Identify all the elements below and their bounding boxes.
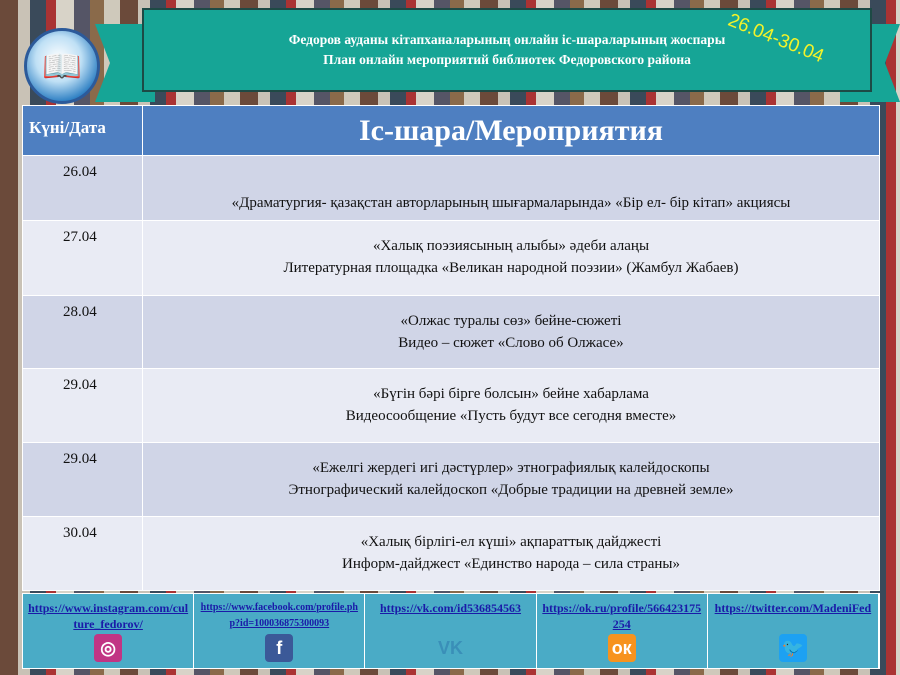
social-link[interactable]: https://twitter.com/MadeniFed bbox=[714, 601, 872, 615]
vk-icon[interactable]: VK bbox=[437, 637, 463, 658]
social-link[interactable]: https://vk.com/id536854563 bbox=[380, 601, 522, 615]
social-link-cell: https://ok.ru/profile/566423175254 ок bbox=[537, 594, 708, 668]
event-russian: Литературная площадка «Великан народной … bbox=[283, 260, 739, 276]
social-link[interactable]: https://www.facebook.com/profile.php?id=… bbox=[200, 602, 358, 629]
row-event: «Халық поэзиясының алыбы» әдеби алаңы Лит… bbox=[142, 220, 880, 296]
table-row: 28.04 «Олжас туралы сөз» бейне-сюжеті Виде… bbox=[22, 295, 880, 369]
row-event: «Халық бірлігі-ел күші» ақпараттық дайдж… bbox=[142, 516, 880, 591]
table-row: 26.04 «Драматургия- қазақстан авторларыны… bbox=[22, 155, 880, 221]
event-russian: Видео – сюжет «Слово об Олжасе» bbox=[398, 335, 624, 351]
social-link-cell: https://vk.com/id536854563 VK bbox=[365, 594, 537, 668]
row-date: 29.04 bbox=[22, 442, 143, 517]
events-table: Күні/Дата Іс-шара/Мероприятия 26.04 «Драм… bbox=[22, 105, 880, 591]
table-row: 29.04 «Бүгін бәрі бірге болсын» бейне хаб… bbox=[22, 368, 880, 443]
title-russian: План онлайн мероприятий библиотек Федоро… bbox=[323, 52, 691, 67]
event-kazakh: «Халық поэзиясының алыбы» әдеби алаңы bbox=[372, 238, 650, 254]
instagram-icon[interactable]: ◎ bbox=[94, 634, 123, 662]
odnoklassniki-icon[interactable]: ок bbox=[607, 634, 636, 662]
event-kazakh: «Ежелгі жердегі игі дәстүрлер» этнографи… bbox=[312, 460, 710, 476]
row-date: 30.04 bbox=[22, 516, 143, 591]
event-kazakh: «Бүгін бәрі бірге болсын» бейне хабарлам… bbox=[373, 386, 649, 402]
social-link-cell: https://www.instagram.com/culture_fedoro… bbox=[23, 594, 195, 668]
event-kazakh: «Олжас туралы сөз» бейне-сюжеті bbox=[400, 313, 622, 329]
event-russian: Информ-дайджест «Единство народа – сила … bbox=[341, 556, 681, 572]
row-date: 26.04 bbox=[22, 155, 143, 221]
header-event: Іс-шара/Мероприятия bbox=[142, 105, 880, 156]
table-row: 29.04 «Ежелгі жердегі игі дәстүрлер» этно… bbox=[22, 442, 880, 517]
event-russian: Видеосообщение «Пусть будут все сегодня … bbox=[345, 408, 677, 424]
social-link-cell: https://www.facebook.com/profile.php?id=… bbox=[194, 594, 366, 668]
social-link[interactable]: https://ok.ru/profile/566423175254 bbox=[542, 601, 702, 631]
event-russian: «Драматургия- қазақстан авторларының шығ… bbox=[231, 195, 791, 211]
title-banner: Федоров ауданы кітапханаларының онлайн і… bbox=[142, 8, 872, 92]
social-link[interactable]: https://www.instagram.com/culture_fedoro… bbox=[28, 601, 189, 631]
row-event: «Драматургия- қазақстан авторларының шығ… bbox=[142, 155, 880, 221]
event-kazakh bbox=[143, 170, 879, 192]
title-kazakh: Федоров ауданы кітапханаларының онлайн і… bbox=[288, 32, 726, 47]
event-russian: Этнографический калейдоскоп «Добрые трад… bbox=[288, 482, 734, 498]
row-date: 28.04 bbox=[22, 295, 143, 369]
row-date: 29.04 bbox=[22, 368, 143, 443]
social-links: https://www.instagram.com/culture_fedoro… bbox=[22, 593, 880, 669]
social-link-cell: https://twitter.com/MadeniFed 🐦 bbox=[708, 594, 880, 668]
event-kazakh: «Халық бірлігі-ел күші» ақпараттық дайдж… bbox=[360, 534, 662, 550]
twitter-icon[interactable]: 🐦 bbox=[778, 634, 807, 662]
row-event: «Бүгін бәрі бірге болсын» бейне хабарлам… bbox=[142, 368, 880, 443]
row-event: «Олжас туралы сөз» бейне-сюжеті Видео – с… bbox=[142, 295, 880, 369]
row-date: 27.04 bbox=[22, 220, 143, 296]
header-date: Күні/Дата bbox=[22, 105, 143, 156]
row-event: «Ежелгі жердегі игі дәстүрлер» этнографи… bbox=[142, 442, 880, 517]
facebook-icon[interactable]: f bbox=[265, 634, 294, 662]
open-book-icon: 📖 bbox=[24, 28, 100, 104]
table-row: 27.04 «Халық поэзиясының алыбы» әдеби ала… bbox=[22, 220, 880, 296]
table-row: 30.04 «Халық бірлігі-ел күші» ақпараттық … bbox=[22, 516, 880, 591]
